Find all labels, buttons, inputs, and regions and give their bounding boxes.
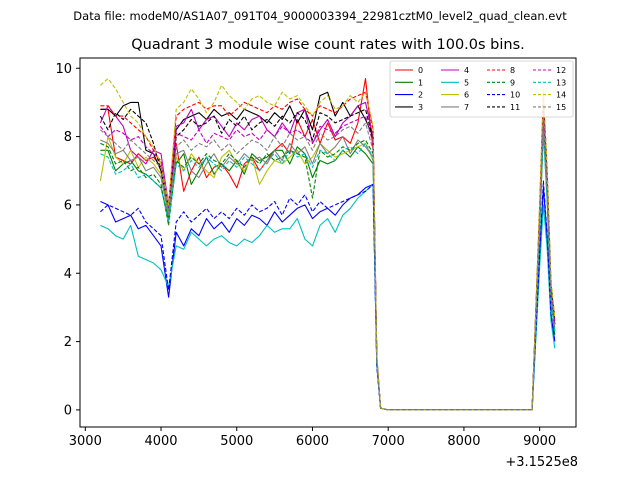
y-tick-label-4: 4	[64, 267, 72, 282]
y-tick-label-6: 6	[64, 198, 72, 213]
legend-label-3: 3	[418, 103, 423, 112]
legend-label-6: 6	[464, 91, 469, 100]
series-line-1	[100, 122, 556, 411]
legend-label-0: 0	[418, 66, 423, 75]
legend-label-9: 9	[510, 78, 515, 87]
series-line-12	[99, 105, 556, 411]
legend-label-10: 10	[510, 91, 520, 100]
series-line-14	[100, 77, 556, 411]
y-tick-label-2: 2	[64, 335, 72, 350]
legend-label-2: 2	[418, 91, 423, 100]
axes-frame	[79, 57, 577, 428]
series-line-11	[99, 101, 556, 411]
chart-title: Quadrant 3 module wise count rates with …	[131, 37, 525, 53]
legend-label-14: 14	[556, 91, 566, 100]
series-line-13	[100, 132, 556, 411]
legend-label-8: 8	[510, 66, 515, 75]
y-tick-label-10: 10	[55, 62, 72, 77]
x-tick-label-7000: 7000	[372, 434, 405, 449]
legend-label-12: 12	[556, 66, 566, 75]
x-tick-label-8000: 8000	[447, 434, 480, 449]
legend-label-11: 11	[510, 103, 520, 112]
legend-label-5: 5	[464, 78, 469, 87]
series-line-0	[100, 77, 556, 411]
series-line-7	[100, 129, 556, 411]
series-line-4	[99, 101, 556, 411]
series-line-6	[99, 125, 556, 411]
series-line-9	[100, 122, 556, 411]
legend-label-1: 1	[418, 78, 423, 87]
figure-suptitle: Data file: modeM0/AS1A07_091T04_90000033…	[73, 9, 567, 23]
series-line-15	[100, 115, 556, 411]
legend-label-7: 7	[464, 103, 469, 112]
legend-label-4: 4	[464, 66, 469, 75]
series-line-8	[100, 91, 556, 411]
x-tick-label-9000: 9000	[523, 434, 556, 449]
x-tick-label-3000: 3000	[69, 434, 102, 449]
x-tick-label-5000: 5000	[220, 434, 253, 449]
y-tick-label-0: 0	[64, 403, 72, 418]
legend-label-13: 13	[556, 78, 566, 87]
x-tick-label-4000: 4000	[144, 434, 177, 449]
legend-label-15: 15	[556, 103, 566, 112]
series-lines	[99, 77, 556, 411]
y-tick-label-8: 8	[64, 130, 72, 145]
x-tick-label-6000: 6000	[296, 434, 329, 449]
x-axis-offset-label: +3.1525e8	[505, 455, 578, 470]
legend-box	[389, 60, 574, 118]
